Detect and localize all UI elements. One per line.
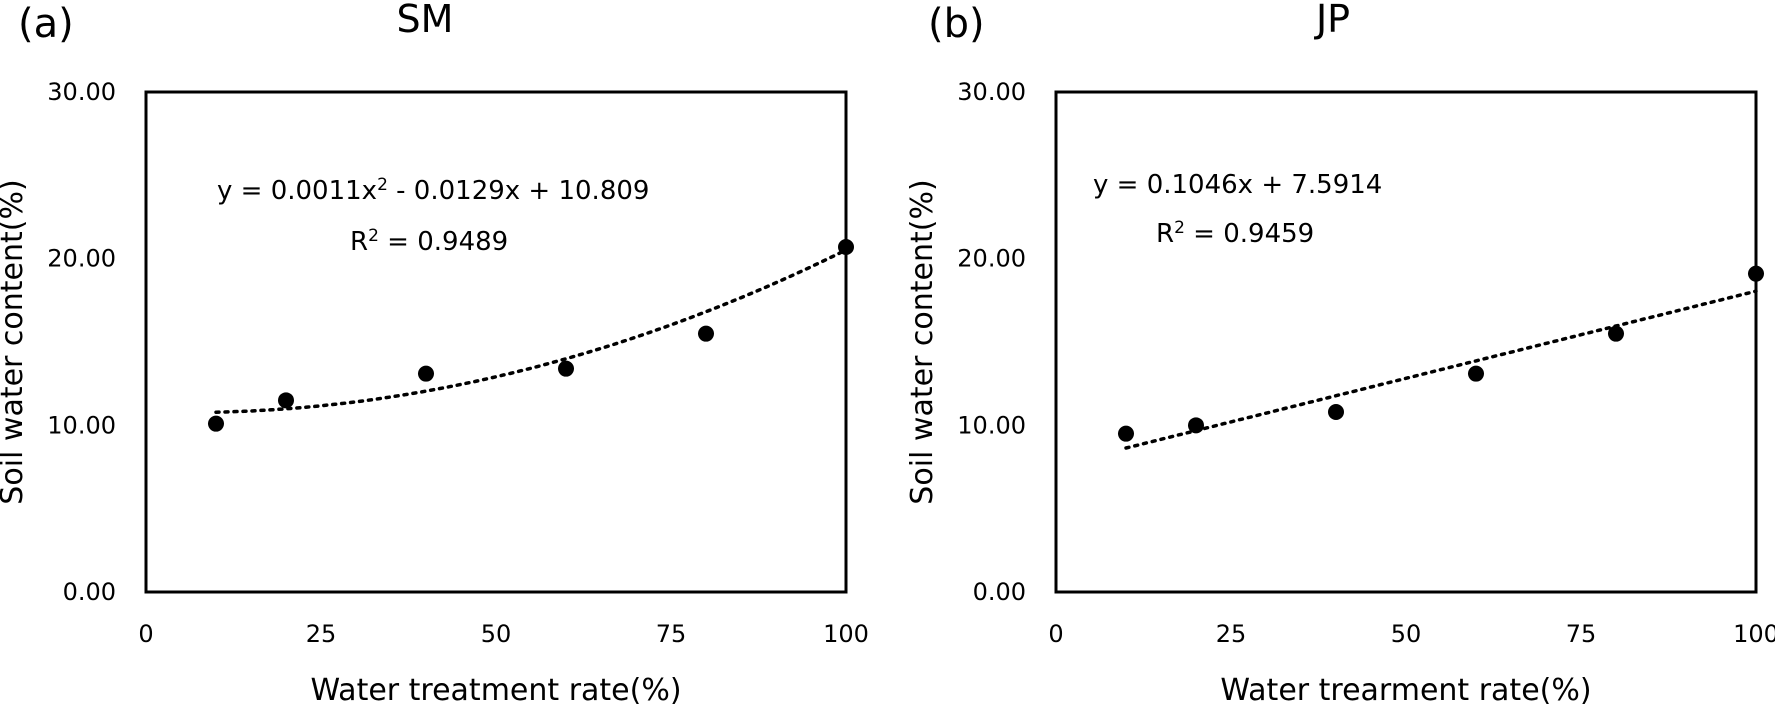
data-point [1188, 417, 1204, 434]
data-point [1608, 325, 1624, 342]
x-tick-label: 25 [1216, 620, 1247, 648]
y-tick-label: 20.00 [957, 245, 1026, 273]
panel-label: (b) [928, 1, 985, 47]
y-tick-label: 30.00 [47, 78, 116, 106]
y-axis-label: Soil water content(%) [905, 179, 940, 504]
x-tick-label: 50 [481, 620, 512, 648]
x-tick-label: 0 [1048, 620, 1063, 648]
data-point [1748, 265, 1764, 282]
r-squared-label: R2 = 0.9459 [1156, 218, 1314, 249]
data-point [1328, 404, 1344, 420]
trendline-equation: y = 0.1046x + 7.5914 [1093, 170, 1382, 200]
data-point [418, 365, 434, 382]
trendline [1124, 289, 1758, 450]
data-point [698, 325, 714, 342]
panel-b: (b) JP y = 0.1046x + 7.5914 R2 = 0.9459 … [905, 0, 1775, 706]
data-point [558, 360, 574, 377]
panel-label: (a) [18, 1, 74, 47]
chart-title: SM [397, 0, 454, 41]
x-tick-label: 100 [823, 620, 869, 648]
plot-area-frame [1054, 90, 1758, 594]
trendline-equation: y = 0.0011x2 - 0.0129x + 10.809 [217, 175, 649, 206]
x-tick-label: 25 [306, 620, 337, 648]
trendline [214, 248, 848, 414]
data-point [838, 239, 854, 255]
x-tick-label: 50 [1391, 620, 1422, 648]
data-point [1468, 365, 1484, 382]
y-tick-label: 20.00 [47, 245, 116, 273]
x-axis-label: Water treatment rate(%) [310, 673, 681, 706]
x-tick-label: 75 [1566, 620, 1597, 648]
y-axis-label: Soil water content(%) [0, 179, 30, 504]
y-tick-label: 0.00 [973, 578, 1026, 606]
data-point [1118, 425, 1134, 442]
panel-a: (a) SM y = 0.0011x2 - 0.0129x + 10.809 R… [0, 0, 869, 706]
data-point [278, 392, 294, 409]
x-axis-label: Water trearment rate(%) [1220, 673, 1591, 706]
y-tick-label: 30.00 [957, 78, 1026, 106]
r-squared-label: R2 = 0.9489 [350, 226, 508, 257]
y-tick-label: 10.00 [957, 411, 1026, 439]
x-tick-label: 75 [656, 620, 687, 648]
chart-title: JP [1314, 0, 1350, 41]
y-tick-label: 0.00 [63, 578, 116, 606]
data-point [208, 415, 224, 432]
plot-area-frame [144, 90, 848, 594]
x-tick-label: 100 [1733, 620, 1775, 648]
x-tick-label: 0 [138, 620, 153, 648]
y-tick-label: 10.00 [47, 411, 116, 439]
